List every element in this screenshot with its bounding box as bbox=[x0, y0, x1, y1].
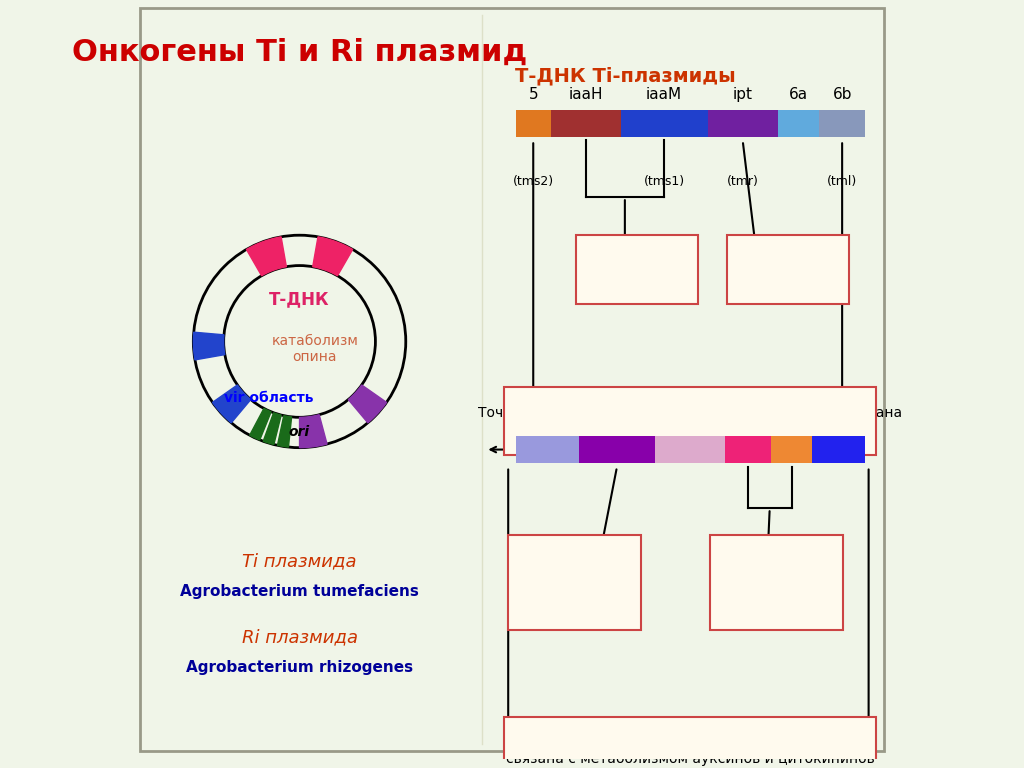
Text: 5: 5 bbox=[528, 88, 538, 102]
Text: Онкогены Ti и Ri плазмид: Онкогены Ti и Ri плазмид bbox=[72, 38, 527, 67]
FancyBboxPatch shape bbox=[725, 436, 771, 463]
Polygon shape bbox=[312, 237, 352, 276]
Text: (tms1): (tms1) bbox=[643, 174, 685, 187]
Text: ipt: ipt bbox=[732, 88, 753, 102]
Text: iaaH: iaaH bbox=[568, 88, 603, 102]
FancyBboxPatch shape bbox=[516, 436, 579, 463]
FancyBboxPatch shape bbox=[819, 110, 865, 137]
Text: Т-ДНК: Т-ДНК bbox=[269, 291, 330, 309]
Text: Повышение
чувствительности
раст. клеток
к ауксину: Повышение чувствительности раст. клеток … bbox=[508, 551, 641, 614]
FancyBboxPatch shape bbox=[727, 235, 849, 303]
Text: ori: ori bbox=[289, 425, 310, 439]
FancyBboxPatch shape bbox=[710, 535, 843, 630]
Text: iaaM: iaaM bbox=[646, 88, 682, 102]
FancyBboxPatch shape bbox=[551, 110, 621, 137]
FancyBboxPatch shape bbox=[508, 535, 641, 630]
Polygon shape bbox=[250, 409, 271, 440]
Text: (tms2): (tms2) bbox=[513, 174, 554, 187]
Text: Т-ДНК Ri-плазмиды: Т-ДНК Ri-плазмиды bbox=[515, 392, 737, 412]
Polygon shape bbox=[247, 237, 287, 276]
Text: Повышение
чувствительности
раст. клеток
к цитокинину: Повышение чувствительности раст. клеток … bbox=[710, 551, 843, 614]
FancyBboxPatch shape bbox=[505, 387, 877, 455]
FancyBboxPatch shape bbox=[621, 110, 708, 137]
FancyBboxPatch shape bbox=[577, 235, 697, 303]
Text: rolB: rolB bbox=[601, 411, 633, 429]
Polygon shape bbox=[263, 412, 282, 445]
Text: Точная функция неизвестна, предположительно
связана с метаболизмом ауксинов и ци: Точная функция неизвестна, предположител… bbox=[506, 736, 874, 766]
Text: 6b: 6b bbox=[833, 88, 852, 102]
Polygon shape bbox=[348, 385, 387, 423]
FancyBboxPatch shape bbox=[777, 110, 819, 137]
Text: Точная функция неизвестна, предположительно связана
с метаболизмом ауксинов и ци: Точная функция неизвестна, предположител… bbox=[478, 406, 902, 436]
Text: Ri плазмида: Ri плазмида bbox=[242, 628, 357, 647]
FancyBboxPatch shape bbox=[812, 436, 865, 463]
Text: (tml): (tml) bbox=[827, 174, 857, 187]
Text: vir область: vir область bbox=[224, 392, 314, 406]
FancyBboxPatch shape bbox=[505, 717, 877, 768]
Text: Т-ДНК Ti-плазмиды: Т-ДНК Ti-плазмиды bbox=[515, 66, 736, 85]
Polygon shape bbox=[213, 385, 251, 423]
Polygon shape bbox=[194, 333, 225, 360]
Text: Ti плазмида: Ti плазмида bbox=[243, 552, 356, 571]
FancyBboxPatch shape bbox=[579, 436, 655, 463]
Text: ORF14: ORF14 bbox=[768, 415, 814, 429]
FancyBboxPatch shape bbox=[708, 110, 777, 137]
FancyBboxPatch shape bbox=[516, 110, 551, 137]
Text: 6a: 6a bbox=[788, 88, 808, 102]
Text: (tmr): (tmr) bbox=[727, 174, 759, 187]
Polygon shape bbox=[278, 415, 292, 447]
Text: ORF13: ORF13 bbox=[725, 415, 771, 429]
Text: rolD: rolD bbox=[821, 411, 856, 429]
Polygon shape bbox=[300, 415, 327, 448]
Text: Биосинтез
ауксинов: Биосинтез ауксинов bbox=[598, 254, 675, 284]
Text: rolC: rolC bbox=[674, 411, 707, 429]
Text: Agrobacterium rhizogenes: Agrobacterium rhizogenes bbox=[186, 660, 413, 675]
Text: Agrobacterium tumefaciens: Agrobacterium tumefaciens bbox=[180, 584, 419, 599]
FancyBboxPatch shape bbox=[655, 436, 725, 463]
Text: Биосинтез
цитокининов: Биосинтез цитокининов bbox=[740, 254, 837, 284]
Text: катаболизм
опина: катаболизм опина bbox=[271, 334, 358, 364]
Text: rolA: rolA bbox=[530, 411, 563, 429]
FancyBboxPatch shape bbox=[771, 436, 812, 463]
